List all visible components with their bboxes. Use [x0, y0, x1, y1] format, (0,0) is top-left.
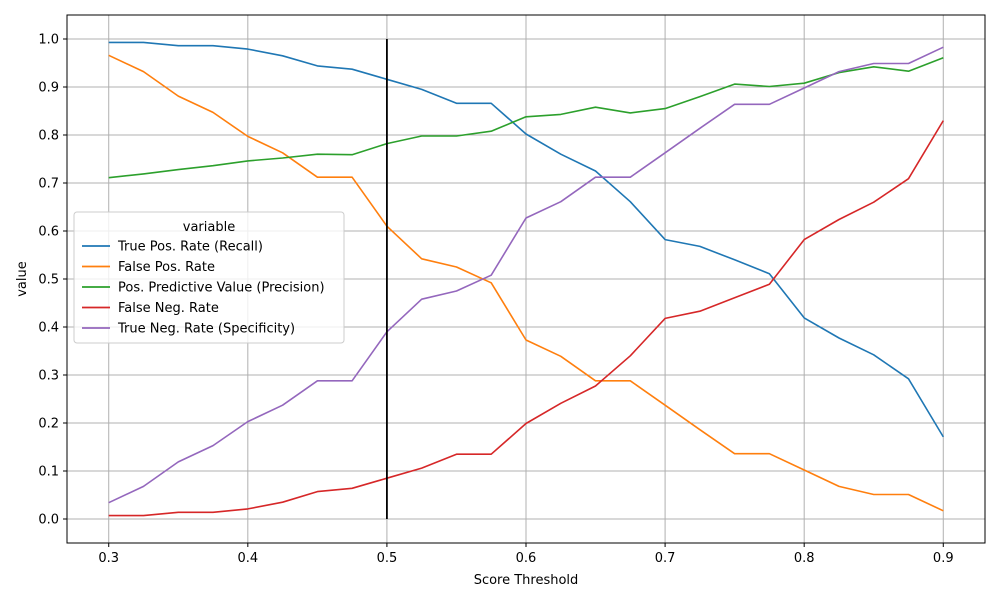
y-axis-ticks: 0.0 0.1 0.2 0.3 0.4 0.5 0.6 0.7 0.8 0.9 1.0: [38, 33, 67, 528]
y-tick-label: 0.0: [38, 513, 59, 528]
legend-box: [73, 211, 345, 344]
y-tick-label: 1.0: [38, 33, 59, 48]
y-axis-label: value: [15, 261, 30, 297]
legend: variable True Pos. Rate (Recall) False Po…: [73, 211, 345, 344]
legend-title: variable: [183, 220, 235, 235]
x-axis-ticks: 0.3 0.4 0.5 0.6 0.7 0.8 0.9: [98, 543, 954, 566]
x-tick-label: 0.7: [655, 551, 676, 566]
y-tick-label: 0.8: [38, 129, 59, 144]
x-tick-label: 0.3: [98, 551, 119, 566]
y-tick-label: 0.4: [38, 321, 59, 336]
y-tick-label: 0.3: [38, 369, 59, 384]
x-tick-label: 0.9: [933, 551, 954, 566]
x-tick-label: 0.8: [794, 551, 815, 566]
x-axis-label: Score Threshold: [474, 573, 579, 588]
x-tick-label: 0.6: [516, 551, 537, 566]
y-tick-label: 0.2: [38, 417, 59, 432]
series-line-5: [108, 46, 944, 504]
y-tick-label: 0.7: [38, 177, 59, 192]
legend-items: True Pos. Rate (Recall) False Pos. Rate Po…: [82, 240, 325, 337]
series-line-3: [108, 56, 944, 179]
legend-label: False Neg. Rate: [118, 301, 219, 316]
series-line-4: [108, 120, 944, 517]
x-tick-label: 0.4: [237, 551, 258, 566]
series-lines: [108, 41, 944, 517]
y-tick-label: 0.1: [38, 465, 59, 480]
series-line-1: [108, 41, 944, 438]
series-line-2: [108, 54, 944, 512]
legend-label: Pos. Predictive Value (Precision): [118, 281, 325, 296]
legend-label: True Pos. Rate (Recall): [117, 240, 263, 255]
y-tick-label: 0.5: [38, 273, 59, 288]
y-tick-label: 0.6: [38, 225, 59, 240]
y-tick-label: 0.9: [38, 81, 59, 96]
x-tick-label: 0.5: [377, 551, 398, 566]
legend-label: False Pos. Rate: [118, 260, 215, 275]
legend-label: True Neg. Rate (Specificity): [117, 322, 295, 337]
